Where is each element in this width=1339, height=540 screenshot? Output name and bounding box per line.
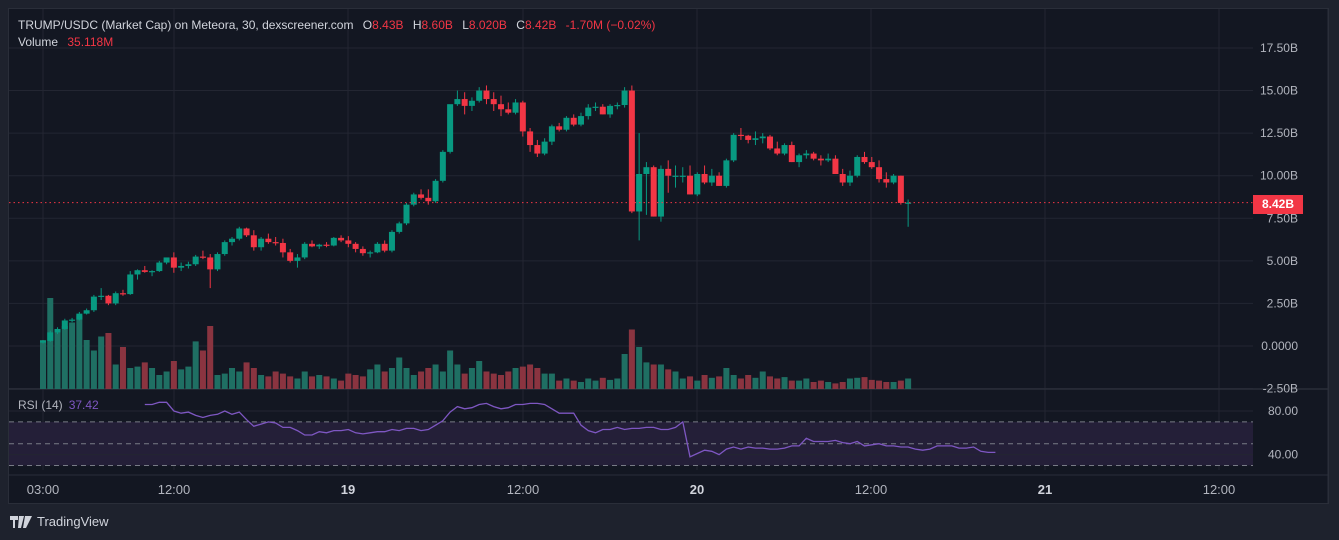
open-label: O [362,18,373,32]
rsi-tick: 80.00 [1268,404,1298,418]
volume-label: Volume [18,35,59,49]
close-label: C [516,18,525,32]
time-tick: 21 [1038,482,1052,497]
symbol-title: TRUMP/USDC (Market Cap) on Meteora, 30, … [18,18,354,32]
low-value: 8.020B [468,18,507,32]
price-tick: 7.50B [1267,211,1298,225]
price-tick: -2.50B [1263,382,1298,396]
low-label: L [462,18,469,32]
price-tick: 2.50B [1267,296,1298,310]
change-value: -1.70M (−0.02%) [565,18,656,32]
rsi-tick: 40.00 [1268,448,1298,462]
brand-name: TradingView [37,514,109,529]
time-tick: 19 [341,482,355,497]
price-tick: 10.00B [1260,169,1298,183]
time-tick: 12:00 [507,482,540,497]
high-label: H [412,18,422,32]
rsi-legend: RSI (14) 37.42 [18,398,99,412]
open-value: 8.43B [372,18,404,32]
tradingview-logo[interactable]: TradingView [10,514,109,529]
candlesticks [40,85,912,344]
time-tick: 12:00 [855,482,888,497]
rsi-label: RSI (14) [18,398,63,412]
price-tick: 12.50B [1260,126,1298,140]
rsi-line [144,401,996,458]
price-tick: 17.50B [1260,41,1298,55]
time-tick: 20 [690,482,704,497]
rsi-pane [9,410,1253,466]
price-tick: 5.00B [1267,254,1298,268]
rsi-axis[interactable]: 80.00 40.00 [1268,404,1298,462]
tradingview-icon [10,515,32,528]
volume-bars [40,298,912,389]
time-tick: 12:00 [158,482,191,497]
volume-value: 35.118M [67,35,114,49]
rsi-value: 37.42 [68,398,99,412]
price-tick: 0.0000 [1261,339,1298,353]
price-axis[interactable]: 17.50B 15.00B 12.50B 10.00B 7.50B 5.00B 2.50B 0… [1260,41,1298,396]
close-value: 8.42B [524,18,557,32]
price-tick: 15.00B [1260,84,1298,98]
time-axis[interactable]: 03:00 12:00 19 12:00 20 12:00 21 12:00 [27,482,1236,497]
time-tick: 12:00 [1203,482,1236,497]
chart-legend: TRUMP/USDC (Market Cap) on Meteora, 30, … [18,17,655,51]
high-value: 8.60B [421,18,453,32]
last-price-tag: 8.42B [1253,195,1303,214]
time-tick: 03:00 [27,482,60,497]
